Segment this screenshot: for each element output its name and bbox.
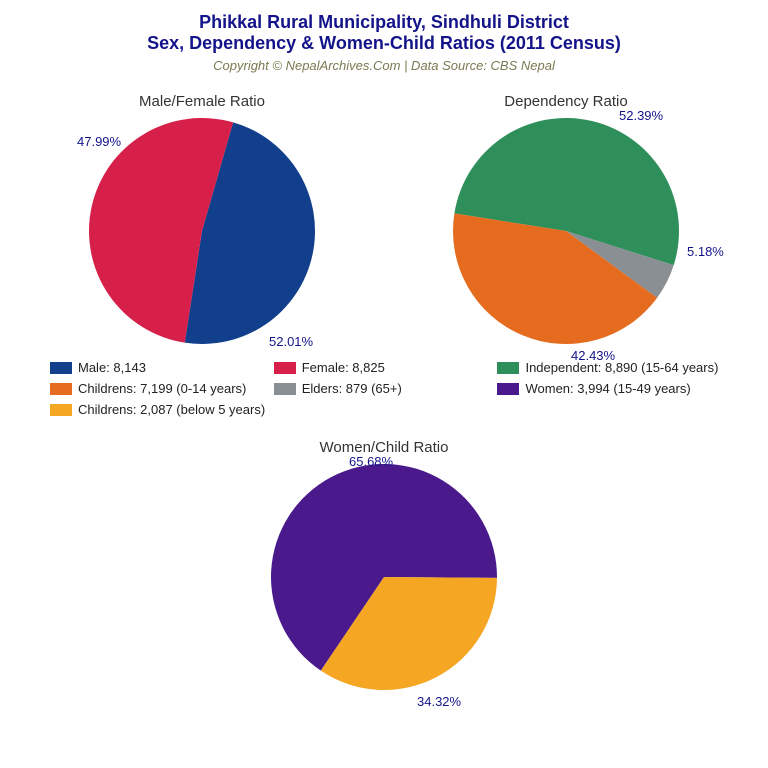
- legend-label: Childrens: 7,199 (0-14 years): [78, 381, 246, 396]
- legend-item: Childrens: 2,087 (below 5 years): [50, 402, 274, 417]
- legend: Male: 8,143 Female: 8,825 Independent: 8,8…: [0, 346, 768, 433]
- legend-swatch: [50, 383, 72, 395]
- pie-slice-label: 5.18%: [687, 244, 724, 259]
- chart-dependency-ratio: Dependency Ratio 52.39%5.18%42.43%: [396, 93, 736, 346]
- subtitle: Copyright © NepalArchives.Com | Data Sou…: [0, 58, 768, 73]
- chart3-pie: 65.68%34.32%: [269, 462, 499, 692]
- title-line-1: Phikkal Rural Municipality, Sindhuli Dis…: [0, 12, 768, 33]
- legend-label: Male: 8,143: [78, 360, 146, 375]
- legend-item: Elders: 879 (65+): [274, 381, 498, 396]
- legend-swatch: [497, 383, 519, 395]
- legend-swatch: [50, 362, 72, 374]
- chart2-title: Dependency Ratio: [396, 93, 736, 110]
- pie-slice-label: 47.99%: [77, 134, 121, 149]
- pie-slice-label: 34.32%: [417, 694, 461, 709]
- pie-slice-label: 52.01%: [269, 334, 313, 349]
- legend-swatch: [50, 404, 72, 416]
- legend-item: Male: 8,143: [50, 360, 274, 375]
- legend-label: Childrens: 2,087 (below 5 years): [78, 402, 265, 417]
- legend-swatch: [274, 362, 296, 374]
- title-line-2: Sex, Dependency & Women-Child Ratios (20…: [0, 33, 768, 54]
- chart-women-child-ratio: Women/Child Ratio 65.68%34.32%: [0, 439, 768, 692]
- chart2-pie: 52.39%5.18%42.43%: [451, 116, 681, 346]
- chart1-pie: 47.99%52.01%: [87, 116, 317, 346]
- top-charts-row: Male/Female Ratio 47.99%52.01% Dependenc…: [0, 93, 768, 346]
- chart1-title: Male/Female Ratio: [32, 93, 372, 110]
- pie-slice-label: 42.43%: [571, 348, 615, 363]
- chart-sex-ratio: Male/Female Ratio 47.99%52.01%: [32, 93, 372, 346]
- pie-slice-label: 65.68%: [349, 454, 393, 469]
- legend-item: Childrens: 7,199 (0-14 years): [50, 381, 274, 396]
- legend-swatch: [274, 383, 296, 395]
- title-block: Phikkal Rural Municipality, Sindhuli Dis…: [0, 0, 768, 73]
- legend-swatch: [497, 362, 519, 374]
- legend-label: Women: 3,994 (15-49 years): [525, 381, 690, 396]
- legend-label: Independent: 8,890 (15-64 years): [525, 360, 718, 375]
- pie-slice-label: 52.39%: [619, 108, 663, 123]
- legend-item: Female: 8,825: [274, 360, 498, 375]
- legend-label: Elders: 879 (65+): [302, 381, 402, 396]
- legend-label: Female: 8,825: [302, 360, 385, 375]
- legend-item: Women: 3,994 (15-49 years): [497, 381, 721, 396]
